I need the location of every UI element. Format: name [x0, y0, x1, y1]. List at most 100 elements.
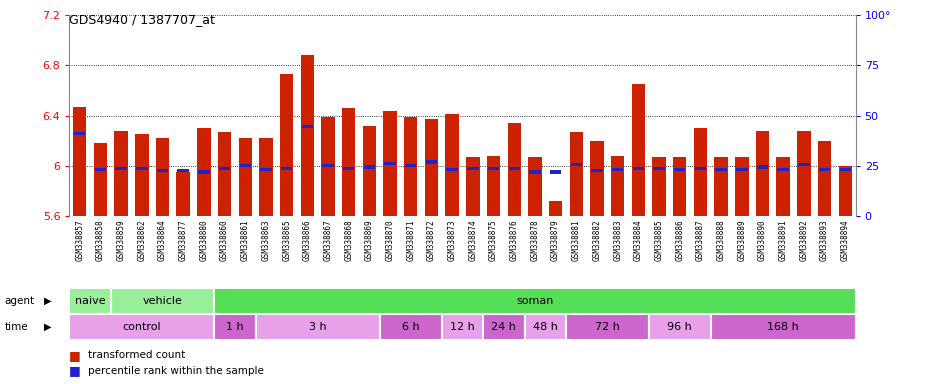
Text: 168 h: 168 h: [768, 322, 799, 332]
Text: GSM338863: GSM338863: [262, 219, 270, 261]
Text: 3 h: 3 h: [309, 322, 327, 332]
Bar: [714, 157, 728, 216]
Text: GSM338891: GSM338891: [779, 219, 788, 261]
Bar: [591, 169, 603, 172]
Bar: [442, 314, 483, 340]
Text: control: control: [122, 322, 161, 332]
Text: GSM338865: GSM338865: [282, 219, 291, 261]
Text: GDS4940 / 1387707_at: GDS4940 / 1387707_at: [69, 13, 216, 26]
Bar: [756, 131, 770, 216]
Bar: [695, 167, 706, 170]
Text: GSM338871: GSM338871: [406, 219, 415, 261]
Text: soman: soman: [516, 296, 553, 306]
Bar: [281, 167, 292, 170]
Bar: [380, 314, 442, 340]
Text: 96 h: 96 h: [667, 322, 692, 332]
Text: GSM338870: GSM338870: [386, 219, 395, 261]
Text: GSM338864: GSM338864: [158, 219, 167, 261]
Text: GSM338890: GSM338890: [758, 219, 767, 261]
Bar: [93, 143, 107, 216]
Text: GSM338867: GSM338867: [324, 219, 332, 261]
Bar: [280, 74, 293, 216]
Text: 6 h: 6 h: [402, 322, 420, 332]
Text: GSM338879: GSM338879: [551, 219, 561, 261]
Bar: [302, 125, 313, 128]
Bar: [466, 157, 479, 216]
Text: GSM338860: GSM338860: [220, 219, 229, 261]
Bar: [219, 167, 230, 170]
Text: GSM338876: GSM338876: [510, 219, 519, 261]
Bar: [694, 128, 708, 216]
Text: 72 h: 72 h: [595, 322, 620, 332]
Text: GSM338883: GSM338883: [613, 219, 623, 261]
Bar: [715, 168, 727, 171]
Bar: [570, 132, 583, 216]
Bar: [487, 167, 500, 170]
Text: GSM338861: GSM338861: [240, 219, 250, 261]
Text: GSM338888: GSM338888: [717, 219, 725, 261]
Text: GSM338881: GSM338881: [572, 219, 581, 261]
Bar: [73, 107, 86, 216]
Bar: [260, 168, 272, 171]
Text: GSM338887: GSM338887: [696, 219, 705, 261]
Bar: [255, 314, 380, 340]
Bar: [776, 157, 790, 216]
Bar: [322, 164, 334, 167]
Bar: [364, 166, 376, 169]
Bar: [69, 288, 111, 314]
Bar: [710, 314, 856, 340]
Text: 12 h: 12 h: [450, 322, 475, 332]
Bar: [818, 141, 832, 216]
Text: GSM338886: GSM338886: [675, 219, 684, 261]
Bar: [590, 141, 604, 216]
Bar: [115, 131, 128, 216]
Bar: [524, 314, 566, 340]
Text: 48 h: 48 h: [533, 322, 558, 332]
Text: 24 h: 24 h: [491, 322, 516, 332]
Bar: [798, 163, 809, 166]
Bar: [529, 170, 540, 174]
Bar: [135, 134, 149, 216]
Bar: [239, 138, 252, 216]
Bar: [405, 164, 416, 167]
Bar: [819, 168, 831, 171]
Bar: [426, 161, 438, 164]
Bar: [177, 172, 190, 216]
Bar: [549, 201, 562, 216]
Bar: [383, 111, 397, 216]
Text: GSM338862: GSM338862: [137, 219, 146, 261]
Text: ▶: ▶: [44, 296, 52, 306]
Text: GSM338868: GSM338868: [344, 219, 353, 261]
Bar: [136, 167, 147, 170]
Bar: [467, 167, 478, 170]
Text: 1 h: 1 h: [226, 322, 243, 332]
Bar: [549, 170, 561, 174]
Bar: [778, 168, 789, 171]
Text: GSM338859: GSM338859: [117, 219, 126, 261]
Text: GSM338884: GSM338884: [634, 219, 643, 261]
Text: percentile rank within the sample: percentile rank within the sample: [88, 366, 264, 376]
Bar: [69, 314, 215, 340]
Bar: [343, 167, 354, 170]
Text: GSM338872: GSM338872: [427, 219, 436, 261]
Bar: [197, 128, 211, 216]
Bar: [839, 166, 852, 216]
Text: agent: agent: [5, 296, 35, 306]
Bar: [653, 167, 665, 170]
Bar: [116, 167, 127, 170]
Bar: [840, 168, 851, 171]
Text: GSM338880: GSM338880: [200, 219, 208, 261]
Text: GSM338892: GSM338892: [799, 219, 808, 261]
Text: transformed count: transformed count: [88, 350, 185, 360]
Text: GSM338893: GSM338893: [820, 219, 829, 261]
Text: GSM338882: GSM338882: [593, 219, 601, 261]
Bar: [566, 314, 648, 340]
Text: GSM338894: GSM338894: [841, 219, 850, 261]
Bar: [342, 108, 355, 216]
Text: GSM338878: GSM338878: [530, 219, 539, 261]
Bar: [757, 166, 769, 169]
Bar: [673, 157, 686, 216]
Bar: [528, 157, 542, 216]
Bar: [178, 169, 189, 172]
Bar: [571, 163, 582, 166]
